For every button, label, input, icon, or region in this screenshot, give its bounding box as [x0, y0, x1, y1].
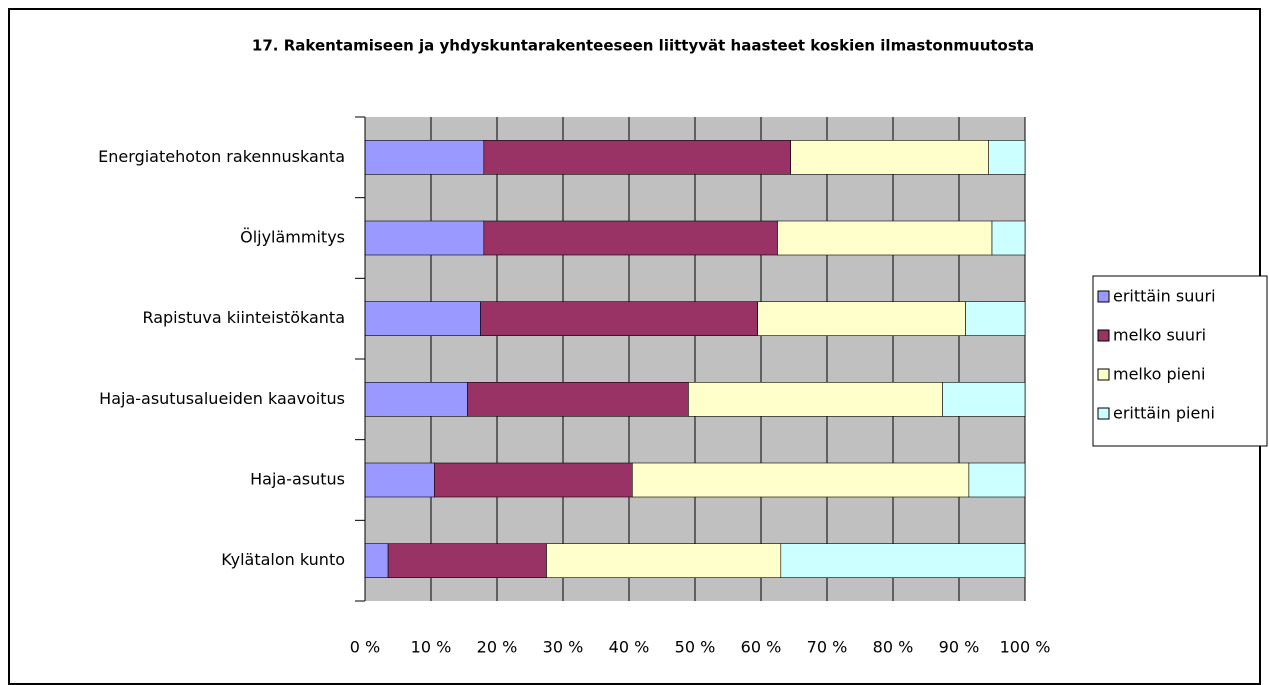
bar-segment: [364, 301, 481, 336]
bar-segment: [483, 140, 791, 175]
legend-label: melko pieni: [1113, 365, 1205, 384]
x-tick-label: 100 %: [1000, 638, 1051, 657]
y-tick-label: Haja-asutus: [250, 470, 345, 489]
y-tick-label: Öljylämmitys: [240, 228, 345, 247]
legend-label: melko suuri: [1113, 326, 1206, 345]
bar-segment: [466, 382, 689, 417]
x-tick-label: 10 %: [411, 638, 452, 657]
bar-segment: [968, 462, 1026, 498]
bar-segment: [790, 140, 990, 175]
bar-segment: [364, 382, 468, 417]
x-tick-label: 50 %: [675, 638, 716, 657]
legend-swatch: [1097, 290, 1110, 303]
legend-swatch: [1097, 407, 1110, 420]
legend-label: erittäin pieni: [1113, 404, 1215, 423]
bar-segment: [364, 462, 435, 498]
x-tick-label: 20 %: [477, 638, 518, 657]
bar-segment: [364, 140, 485, 175]
legend-swatch: [1097, 368, 1110, 381]
chart-title: 17. Rakentamiseen ja yhdyskuntarakentees…: [252, 37, 1034, 55]
x-tick-label: 0 %: [350, 638, 380, 657]
x-tick-label: 70 %: [807, 638, 848, 657]
x-tick-label: 60 %: [741, 638, 782, 657]
y-tick-label: Rapistuva kiinteistökanta: [142, 308, 345, 327]
x-tick-label: 90 %: [939, 638, 980, 657]
bar-segment: [387, 543, 547, 578]
bar-segment: [483, 220, 778, 256]
legend-label: erittäin suuri: [1113, 287, 1216, 306]
bar-segment: [988, 140, 1026, 175]
y-tick-label: Energiatehoton rakennuskanta: [98, 147, 345, 166]
bar-segment: [777, 220, 993, 256]
bar-segment: [364, 543, 389, 578]
y-tick-label: Kylätalon kunto: [221, 550, 345, 569]
bar-segment: [757, 301, 966, 336]
bar-segment: [433, 462, 633, 498]
bar-segment: [780, 543, 1026, 578]
bar-segment: [480, 301, 759, 336]
legend-box: [1092, 275, 1268, 447]
bar-segment: [546, 543, 782, 578]
bar-segment: [364, 220, 485, 256]
bar-segment: [942, 382, 1026, 417]
bar-segment: [688, 382, 943, 417]
y-tick-label: Haja-asutusalueiden kaavoitus: [99, 389, 345, 408]
legend-swatch: [1097, 329, 1110, 342]
bar-segment: [991, 220, 1026, 256]
x-tick-label: 30 %: [543, 638, 584, 657]
bar-segment: [965, 301, 1026, 336]
x-tick-label: 80 %: [873, 638, 914, 657]
x-tick-label: 40 %: [609, 638, 650, 657]
bar-segment: [631, 462, 970, 498]
